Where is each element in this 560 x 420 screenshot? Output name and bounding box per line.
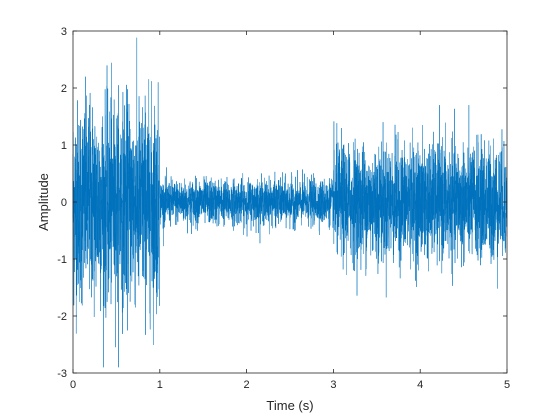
x-axis-ticks: 0 1 2 3 4 5 (70, 31, 510, 391)
y-tick-label: 2 (61, 83, 67, 95)
x-tick-label: 2 (244, 379, 250, 391)
x-tick-label: 0 (70, 379, 76, 391)
y-tick-label: 0 (61, 197, 67, 209)
x-tick-label: 3 (330, 379, 336, 391)
y-tick-label: -3 (57, 368, 67, 380)
y-axis-label: Amplitude (36, 173, 51, 231)
series-layer (72, 37, 508, 368)
x-tick-label: 1 (157, 379, 163, 391)
x-tick-label: 4 (417, 379, 423, 391)
x-axis-label: Time (s) (266, 398, 313, 413)
y-tick-label: 1 (61, 140, 67, 152)
y-tick-label: -1 (57, 254, 67, 266)
signal-line (72, 37, 508, 368)
y-tick-label: 3 (61, 26, 67, 38)
y-axis-ticks: -3 -2 -1 0 1 2 3 (57, 26, 507, 380)
y-tick-label: -2 (57, 311, 67, 323)
x-tick-label: 5 (504, 379, 510, 391)
